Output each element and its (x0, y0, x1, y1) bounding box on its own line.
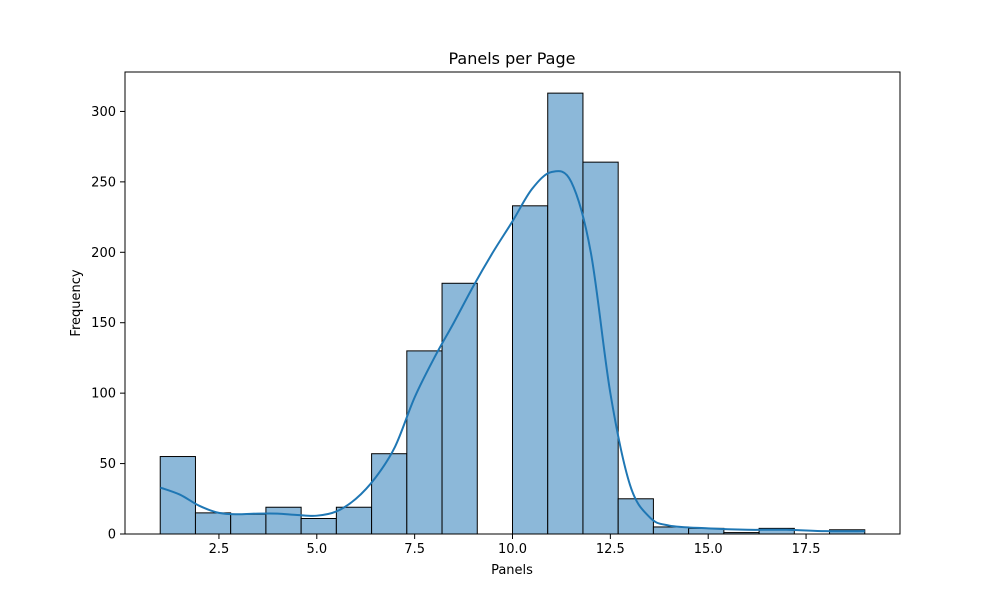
histogram-bar-12 (582, 161, 619, 535)
x-tick-label-3: 10.0 (498, 542, 527, 557)
histogram-bar-6 (371, 453, 408, 535)
y-tick-label-0: 0 (108, 528, 116, 543)
x-tick-label-1: 5.0 (306, 542, 327, 557)
y-tick-label-2: 100 (91, 387, 116, 402)
kde-line (159, 170, 865, 533)
histogram-bar-11 (547, 92, 584, 535)
y-tick-label-6: 300 (91, 105, 116, 120)
histogram-bar-3 (265, 506, 302, 535)
y-axis-ticks: 0 50 100 150 200 250 300 (91, 105, 125, 543)
y-tick-label-1: 50 (99, 457, 116, 472)
x-axis-label: Panels (491, 563, 533, 578)
y-tick-label-4: 200 (91, 246, 116, 261)
histogram-bar-0 (159, 456, 196, 535)
y-tick-label-5: 250 (91, 175, 116, 190)
histogram-bar-5 (335, 506, 373, 535)
x-tick-label-6: 17.5 (792, 542, 821, 557)
y-tick-label-3: 150 (91, 316, 116, 331)
x-tick-label-5: 15.0 (694, 542, 723, 557)
chart-title: Panels per Page (449, 49, 576, 68)
histogram-bar-7 (406, 350, 443, 535)
histogram-bar-2 (230, 513, 267, 535)
histogram-bar-8 (441, 282, 478, 535)
x-axis-ticks: 2.5 5.0 7.5 10.0 12.5 15.0 17.5 (209, 534, 821, 557)
y-axis-label: Frequency (69, 269, 84, 336)
bars-group (159, 92, 866, 535)
histogram-bar-1 (194, 512, 232, 535)
x-tick-label-2: 7.5 (404, 542, 425, 557)
histogram-bar-4 (300, 518, 337, 535)
x-tick-label-4: 12.5 (596, 542, 625, 557)
x-tick-label-0: 2.5 (209, 542, 230, 557)
histogram-bar-10 (512, 205, 549, 535)
